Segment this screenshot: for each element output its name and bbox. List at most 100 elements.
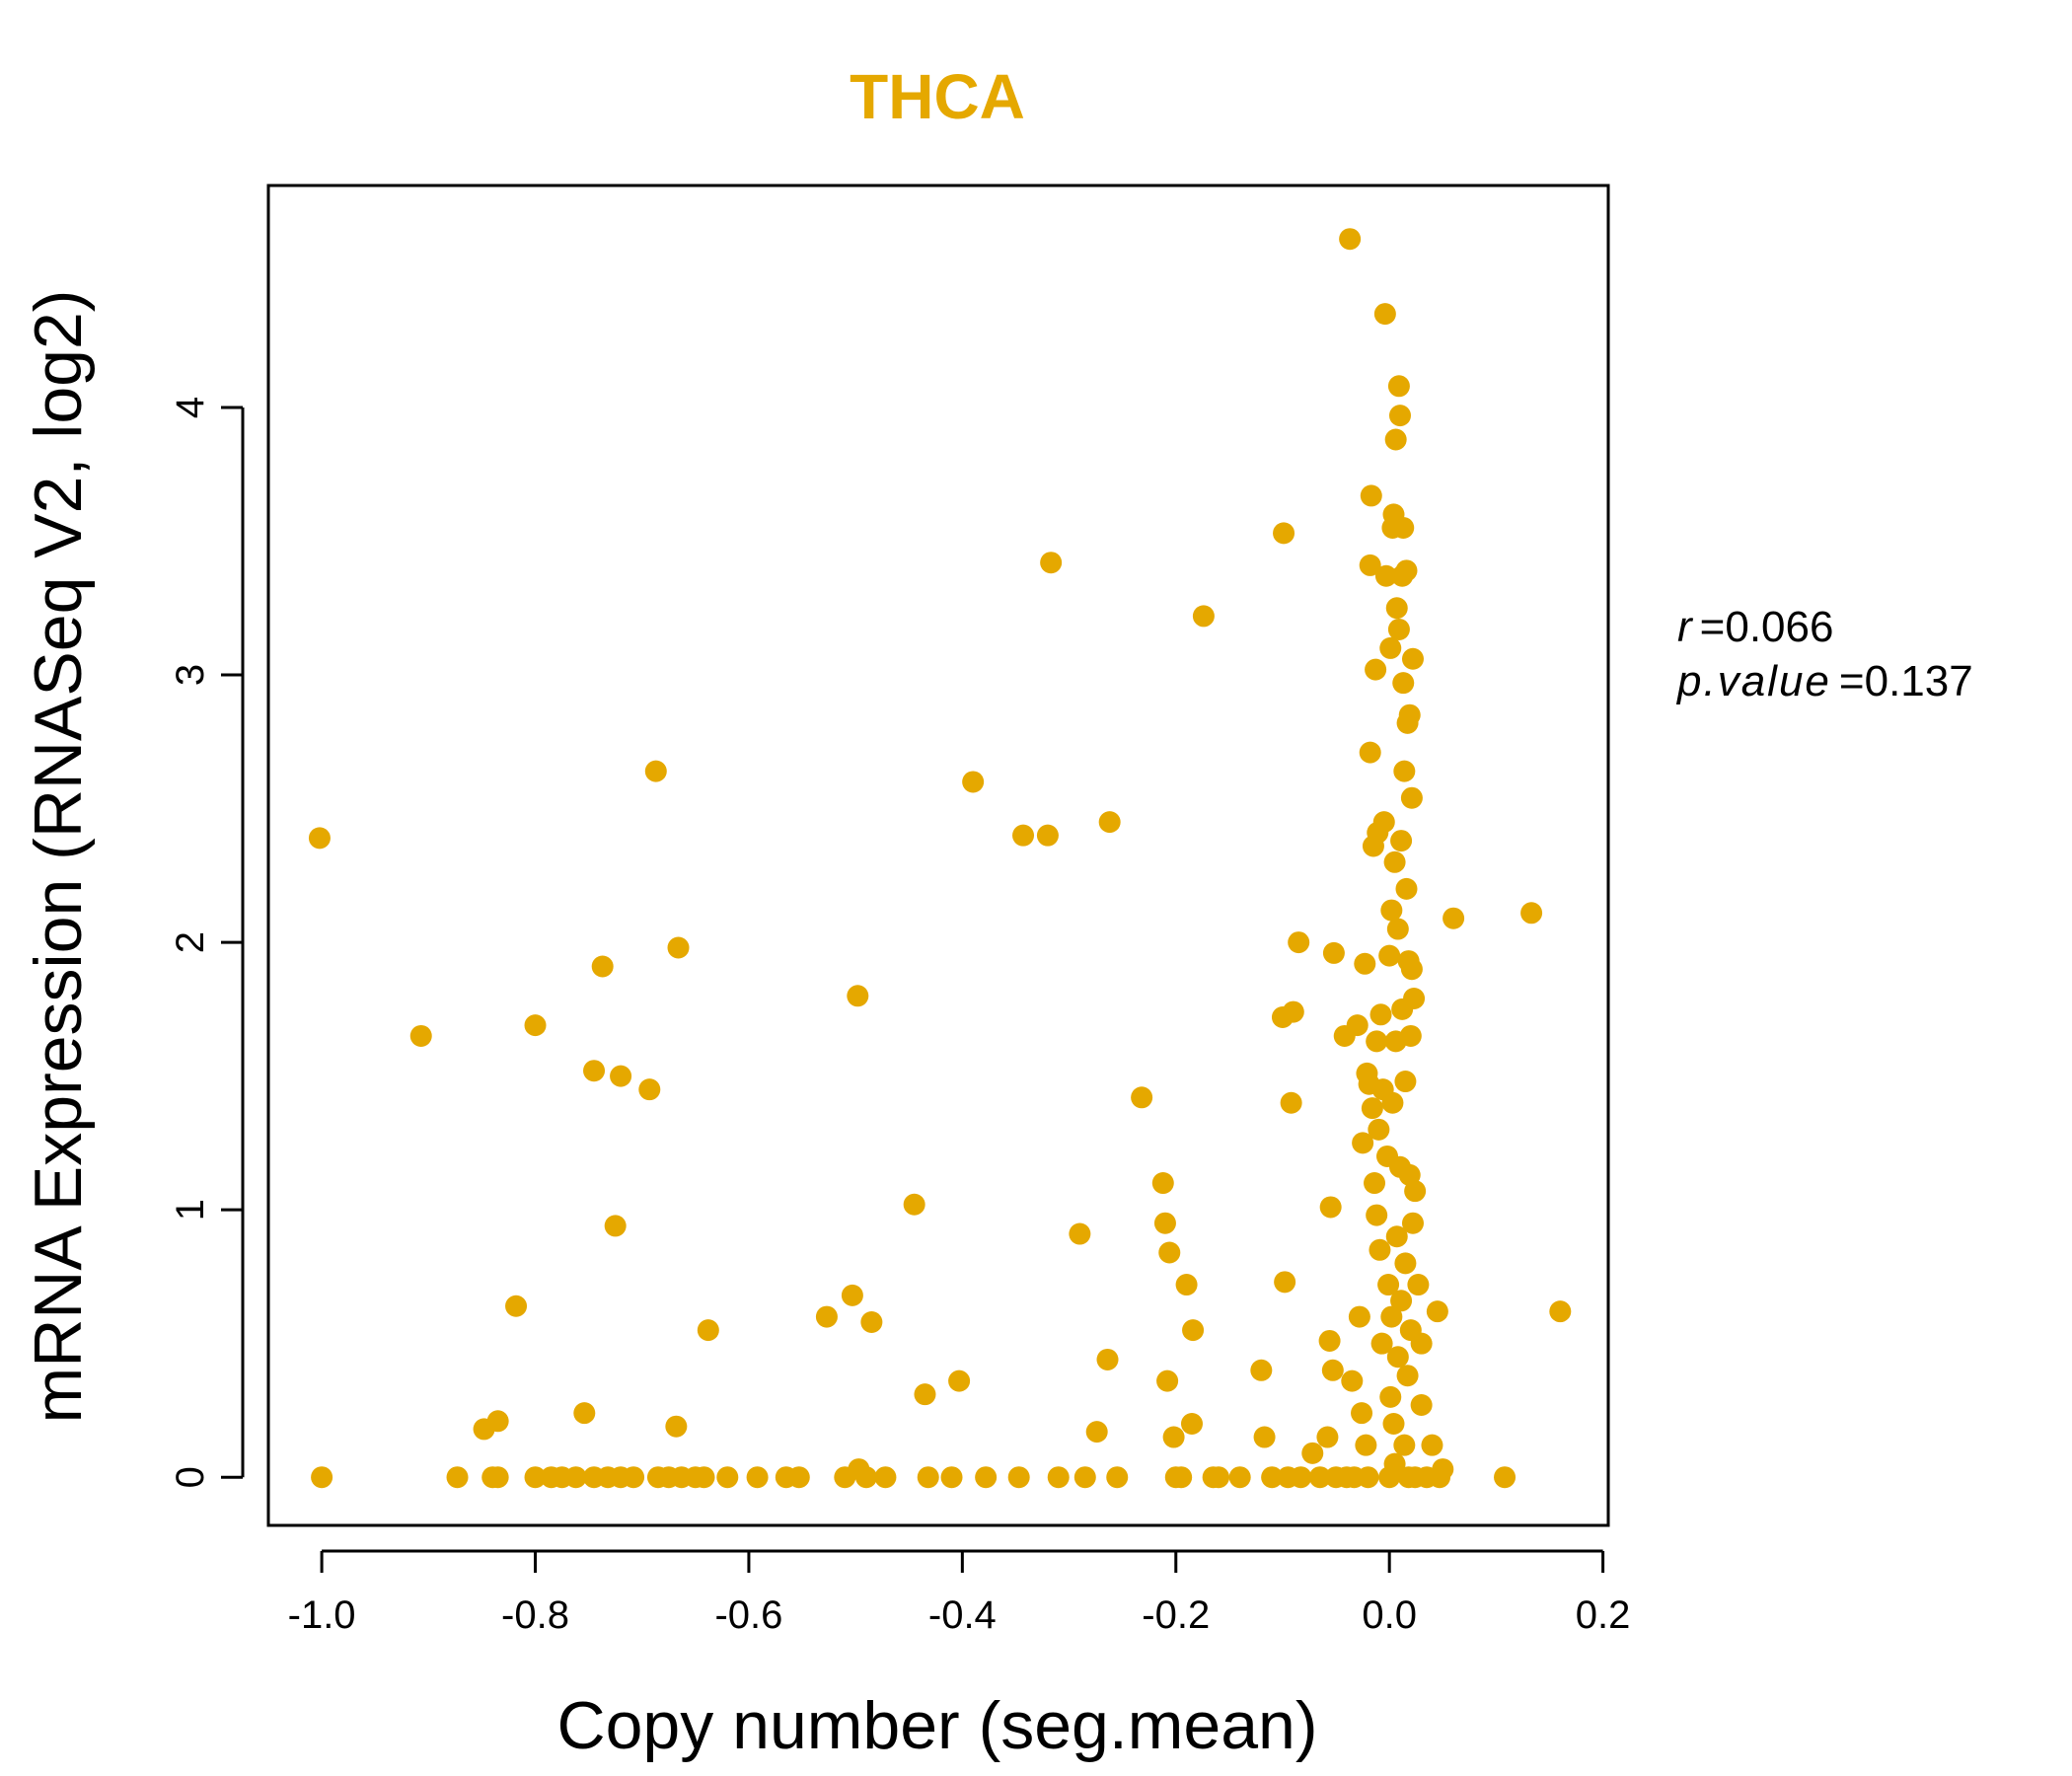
data-point bbox=[1321, 1359, 1344, 1381]
data-point bbox=[1274, 1271, 1296, 1294]
data-point bbox=[1273, 522, 1295, 545]
data-point bbox=[1261, 1466, 1284, 1489]
data-point bbox=[1208, 1466, 1230, 1489]
data-point bbox=[573, 1402, 596, 1425]
data-point bbox=[1308, 1466, 1331, 1489]
data-point bbox=[564, 1466, 587, 1489]
data-point bbox=[1426, 1300, 1448, 1323]
data-point bbox=[1351, 1402, 1373, 1425]
data-point bbox=[903, 1193, 925, 1216]
data-point bbox=[1316, 1426, 1339, 1448]
data-point bbox=[1346, 1014, 1369, 1037]
data-point bbox=[1381, 1091, 1404, 1114]
data-point bbox=[1047, 1466, 1070, 1489]
data-point bbox=[1253, 1426, 1276, 1448]
y-tick-label: 2 bbox=[169, 931, 212, 953]
data-point bbox=[1388, 405, 1411, 427]
data-point bbox=[1401, 647, 1424, 670]
plot-frame bbox=[266, 184, 1610, 1527]
data-point bbox=[1322, 941, 1345, 964]
y-tick-label: 0 bbox=[169, 1466, 212, 1488]
data-point bbox=[746, 1466, 769, 1489]
x-tick-label: -0.2 bbox=[1142, 1593, 1210, 1637]
data-point bbox=[665, 1415, 688, 1438]
data-point bbox=[1352, 1132, 1374, 1154]
data-point bbox=[975, 1466, 998, 1489]
data-point bbox=[1395, 877, 1418, 900]
data-point bbox=[1096, 1348, 1119, 1370]
data-point bbox=[917, 1466, 939, 1489]
data-point bbox=[716, 1466, 739, 1489]
p-value-stat: p.value =0.137 bbox=[1675, 657, 1973, 705]
data-point bbox=[1372, 811, 1395, 834]
data-point bbox=[311, 1466, 333, 1489]
r-label: r bbox=[1677, 603, 1694, 651]
data-point bbox=[1380, 1305, 1403, 1328]
data-point bbox=[1339, 228, 1362, 251]
data-point bbox=[1494, 1466, 1517, 1489]
data-point bbox=[1421, 1434, 1443, 1456]
data-point bbox=[1385, 597, 1408, 620]
data-point bbox=[1162, 1426, 1185, 1448]
data-point bbox=[505, 1295, 528, 1317]
data-point bbox=[1398, 703, 1421, 726]
data-point bbox=[1098, 811, 1121, 834]
data-point bbox=[948, 1369, 971, 1392]
data-point bbox=[1395, 559, 1418, 582]
data-point bbox=[610, 1065, 632, 1087]
data-point bbox=[486, 1466, 509, 1489]
data-point bbox=[1355, 1434, 1377, 1456]
data-point bbox=[1073, 1466, 1096, 1489]
data-point bbox=[583, 1060, 606, 1082]
data-point bbox=[1359, 554, 1381, 576]
data-point bbox=[1282, 1000, 1304, 1023]
x-axis: -1.0 -0.8 -0.6 -0.4 -0.2 0.0 0.2 bbox=[288, 1549, 1631, 1637]
data-point bbox=[1069, 1222, 1091, 1245]
data-point bbox=[1392, 672, 1415, 695]
y-tick-label: 3 bbox=[169, 664, 212, 686]
data-point bbox=[697, 1319, 719, 1342]
data-point bbox=[1370, 1332, 1393, 1355]
data-point bbox=[1393, 1434, 1416, 1456]
data-point bbox=[1392, 516, 1415, 539]
data-point bbox=[1403, 988, 1426, 1010]
data-point bbox=[446, 1466, 469, 1489]
data-point bbox=[1007, 1466, 1030, 1489]
data-point bbox=[1374, 564, 1397, 587]
data-point bbox=[847, 985, 869, 1007]
data-point bbox=[1288, 931, 1310, 954]
x-tick-label: -0.4 bbox=[928, 1593, 997, 1637]
correlation-stats: r =0.066 p.value =0.137 bbox=[1675, 603, 1973, 705]
data-point bbox=[1384, 428, 1407, 451]
data-point bbox=[1396, 1365, 1419, 1387]
data-point bbox=[1377, 1274, 1400, 1296]
data-point bbox=[854, 1466, 877, 1489]
data-point bbox=[1382, 1412, 1405, 1435]
data-point bbox=[1386, 1346, 1409, 1369]
data-point bbox=[1383, 851, 1406, 873]
r-stat: r =0.066 bbox=[1677, 603, 1833, 651]
data-point bbox=[486, 1410, 509, 1433]
data-point bbox=[1348, 1305, 1370, 1328]
y-tick-label: 1 bbox=[169, 1199, 212, 1221]
data-point bbox=[1386, 918, 1409, 940]
data-point bbox=[1369, 1003, 1392, 1026]
data-point bbox=[1250, 1359, 1273, 1381]
data-point bbox=[1175, 1274, 1198, 1296]
p-value: 0.137 bbox=[1865, 657, 1973, 705]
data-point bbox=[1400, 958, 1423, 981]
data-point bbox=[1368, 1118, 1390, 1141]
data-point bbox=[1366, 1204, 1388, 1226]
data-points bbox=[308, 228, 1572, 1489]
data-point bbox=[1357, 1466, 1379, 1489]
data-point bbox=[693, 1466, 715, 1489]
x-tick-label: 0.2 bbox=[1576, 1593, 1631, 1637]
data-point bbox=[308, 827, 331, 850]
data-point bbox=[604, 1215, 627, 1237]
data-point bbox=[1153, 1212, 1176, 1234]
data-point bbox=[1373, 303, 1396, 326]
data-point bbox=[1410, 1394, 1433, 1417]
data-point bbox=[962, 771, 985, 793]
